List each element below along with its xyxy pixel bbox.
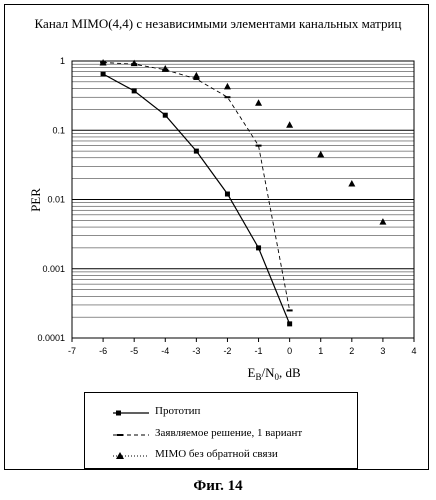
data-point-square — [163, 113, 168, 118]
y-axis-label: PER — [28, 188, 43, 212]
series-group — [100, 59, 387, 326]
x-tick-label: -7 — [68, 346, 76, 356]
x-tick-label: 4 — [411, 346, 416, 356]
data-point-triangle — [255, 99, 262, 106]
chart-svg: -7-6-5-4-3-2-101234 0.00010.0010.010.11 … — [0, 0, 436, 400]
x-tick-label: 2 — [349, 346, 354, 356]
legend-label: Прототип — [155, 405, 200, 417]
x-tick-label: -5 — [130, 346, 138, 356]
x-tick-label: -2 — [223, 346, 231, 356]
data-point-square — [256, 245, 261, 250]
legend-marker-square — [85, 405, 155, 421]
data-point-square — [194, 149, 199, 154]
series-2 — [100, 63, 293, 311]
x-tick-label: 1 — [318, 346, 323, 356]
y-tick-label: 0.001 — [42, 264, 65, 274]
legend: Прототип Заявляемое решение, 1 вариант M… — [84, 392, 358, 469]
series-line — [103, 63, 290, 311]
y-tick-label: 0.0001 — [37, 333, 65, 343]
data-point-square — [287, 321, 292, 326]
x-tick-label: 3 — [380, 346, 385, 356]
legend-marker-dash — [85, 427, 155, 443]
series-1 — [101, 71, 293, 326]
data-point-triangle — [379, 218, 386, 225]
series-line — [103, 74, 290, 324]
x-tick-label: -3 — [192, 346, 200, 356]
data-point-triangle — [317, 151, 324, 158]
y-tick-label: 1 — [60, 56, 65, 66]
y-tick-label: 0.1 — [52, 125, 65, 135]
data-point-triangle — [193, 72, 200, 79]
data-point-triangle — [162, 65, 169, 72]
legend-item-proposed: Заявляемое решение, 1 вариант — [85, 427, 359, 443]
data-point-triangle — [286, 121, 293, 128]
legend-marker-triangle — [85, 448, 155, 464]
data-point-triangle — [224, 83, 231, 90]
legend-label: Заявляемое решение, 1 вариант — [155, 427, 302, 439]
legend-item-prototype: Прототип — [85, 405, 359, 421]
y-tick-label: 0.01 — [47, 195, 65, 205]
x-tick-label: -6 — [99, 346, 107, 356]
legend-item-mimo: MIMO без обратной связи — [85, 448, 359, 464]
legend-label: MIMO без обратной связи — [155, 448, 278, 460]
x-tick-label: -1 — [255, 346, 263, 356]
data-point-square — [101, 71, 106, 76]
x-tick-label: -4 — [161, 346, 169, 356]
data-point-square — [225, 192, 230, 197]
x-axis-ticks: -7 -6 -5 -4 -3 -2 -1 0 1 2 3 4 — [68, 338, 417, 356]
figure-caption: Фиг. 14 — [0, 478, 436, 495]
x-tick-label: 0 — [287, 346, 292, 356]
x-axis-label: EB/N0, dB — [248, 365, 301, 382]
data-point-square — [132, 88, 137, 93]
grid — [72, 64, 414, 338]
data-point-triangle — [348, 180, 355, 187]
